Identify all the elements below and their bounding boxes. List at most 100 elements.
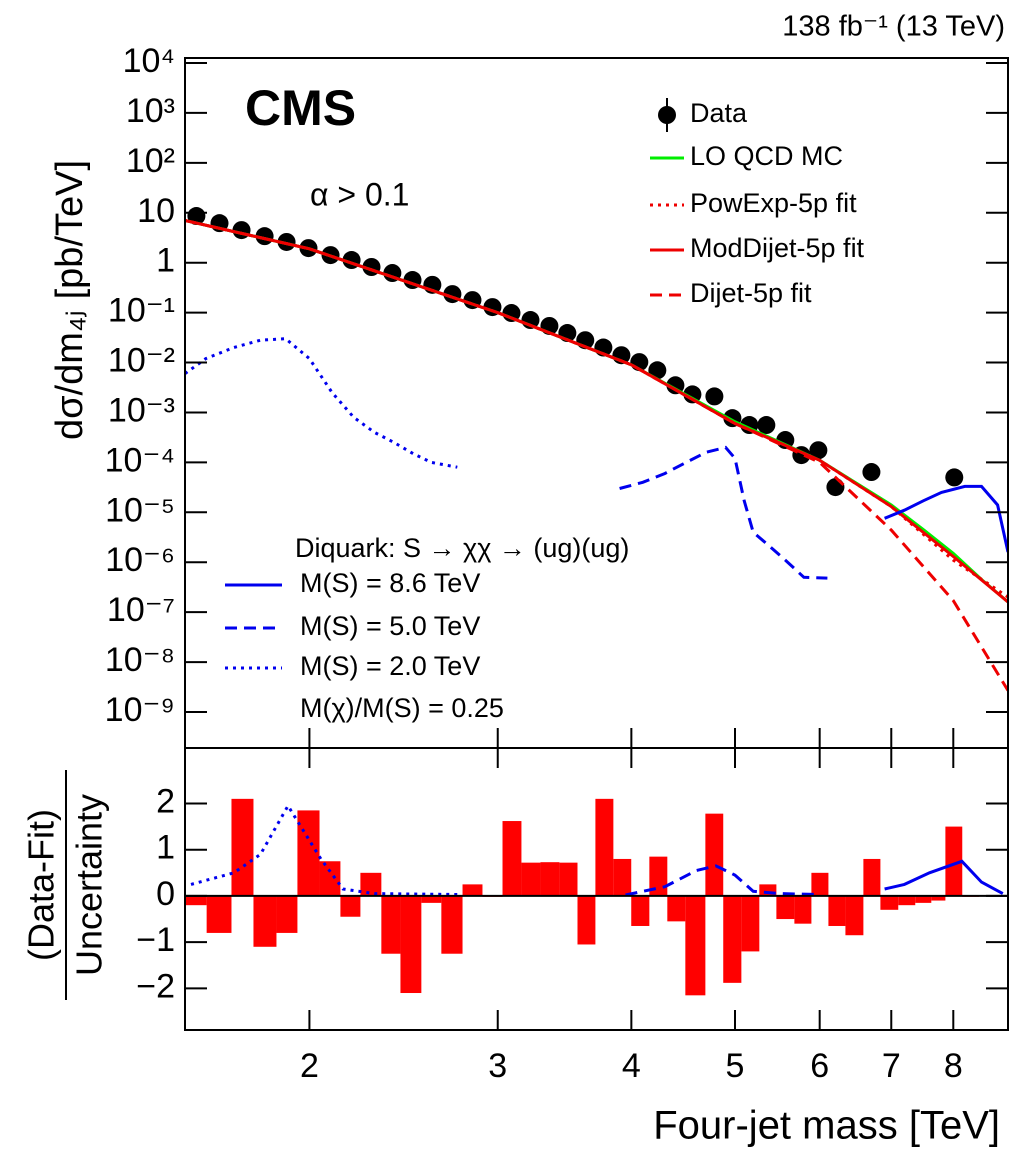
y-tick-label: 1: [156, 829, 175, 867]
y-tick-label: 10⁻³: [108, 391, 175, 429]
bar: [521, 862, 541, 896]
legend-label: Dijet-5p fit: [690, 278, 812, 308]
bar: [441, 895, 463, 954]
y-axis-label: dσ/dm₄ⱼ [pb/TeV]: [49, 160, 91, 440]
bar: [381, 895, 401, 954]
y-tick-label: −2: [136, 967, 175, 1005]
series-line: [190, 802, 458, 896]
y-tick-label: 0: [156, 875, 175, 913]
bar: [931, 895, 946, 901]
bar: [185, 895, 207, 906]
series-line: [884, 859, 1004, 895]
y-tick-label: 10: [137, 192, 175, 230]
series-line: [625, 864, 820, 897]
bar: [613, 858, 632, 896]
data-point: [809, 441, 828, 460]
bar: [360, 872, 382, 896]
legend-label: ModDijet-5p fit: [690, 233, 865, 263]
bar: [462, 884, 483, 896]
y-tick-label: 10⁻⁴: [105, 441, 175, 479]
legend-label: PowExp-5p fit: [690, 188, 857, 218]
data-point: [757, 416, 776, 435]
bar: [595, 798, 614, 896]
frame: [184, 57, 1009, 749]
bar: [253, 895, 277, 947]
bar: [421, 895, 442, 903]
x-tick-label: 3: [488, 1047, 507, 1085]
legend-label: M(S) = 8.6 TeV: [300, 568, 480, 598]
y-tick-label: 2: [156, 782, 175, 820]
bar: [723, 895, 742, 983]
data-point: [277, 232, 296, 251]
bar: [206, 895, 232, 933]
bar: [741, 895, 760, 952]
y-tick-label: 10⁻⁹: [105, 691, 175, 729]
bar: [759, 884, 777, 896]
bar: [667, 895, 686, 922]
bar: [559, 862, 578, 896]
bar: [231, 798, 254, 896]
y-tick-label: 10⁻¹: [108, 292, 175, 330]
bar: [880, 895, 899, 910]
series-line: [185, 337, 458, 469]
bar: [319, 861, 341, 896]
bar: [297, 810, 320, 896]
y-tick-label: 10⁻⁶: [105, 541, 175, 579]
data-point: [232, 221, 251, 240]
y-tick-label: 10⁻⁸: [105, 641, 175, 679]
y-tick-label: 10³: [126, 92, 175, 130]
y-tick-label: 10⁻⁷: [107, 591, 175, 629]
y-tick-label: 10⁻⁵: [105, 491, 175, 529]
y-tick-label: 10⁻²: [108, 342, 175, 380]
legend-label: M(S) = 2.0 TeV: [300, 651, 480, 681]
plot-area: [185, 207, 1008, 692]
bar: [776, 895, 795, 920]
bar: [685, 895, 706, 996]
y-tick-label: 1: [156, 242, 175, 280]
experiment-label: CMS: [245, 80, 356, 136]
bar: [915, 895, 932, 903]
x-tick-label: 5: [726, 1047, 745, 1085]
bar: [502, 821, 522, 896]
x-tick-label: 6: [810, 1047, 829, 1085]
y-tick-label: 10²: [126, 142, 175, 180]
y-axis-label-top: (Data-Fit): [21, 809, 62, 961]
data-point: [683, 385, 702, 404]
x-tick-label: 2: [300, 1047, 319, 1085]
signal-header: Diquark: S → χχ → (ug)(ug): [295, 533, 629, 563]
legend-label: Data: [690, 98, 748, 128]
bar: [400, 895, 422, 994]
bar: [863, 858, 881, 896]
legend-label: LO QCD MC: [690, 141, 843, 171]
bar: [340, 895, 361, 917]
x-axis-label: Four-jet mass [TeV]: [653, 1104, 1000, 1148]
x-tick-label: 8: [944, 1047, 963, 1085]
data-point: [826, 478, 845, 497]
bar: [540, 862, 560, 896]
bar: [577, 895, 596, 945]
y-tick-label: −1: [136, 921, 175, 959]
data-point: [862, 463, 881, 482]
signal-ratio: M(χ)/M(S) = 0.25: [300, 693, 504, 723]
data-point: [648, 361, 667, 380]
data-point: [945, 468, 964, 487]
bar: [705, 813, 724, 896]
cut-label: α > 0.1: [310, 176, 409, 212]
bar: [276, 895, 298, 933]
legend-label: M(S) = 5.0 TeV: [300, 611, 480, 641]
y-axis-label-bottom: Uncertainty: [69, 794, 110, 976]
bar: [794, 895, 812, 924]
series-line: [884, 484, 1008, 553]
series-line: [619, 445, 828, 580]
bar: [631, 895, 650, 926]
bar: [945, 826, 963, 896]
frame: [184, 747, 1009, 1031]
series-line: [185, 219, 1008, 692]
bar: [845, 895, 864, 936]
x-tick-label: 4: [622, 1047, 641, 1085]
y-tick-label: 10⁴: [123, 42, 175, 80]
x-tick-label: 7: [882, 1047, 901, 1085]
bar: [828, 895, 846, 926]
data-point: [705, 387, 724, 406]
